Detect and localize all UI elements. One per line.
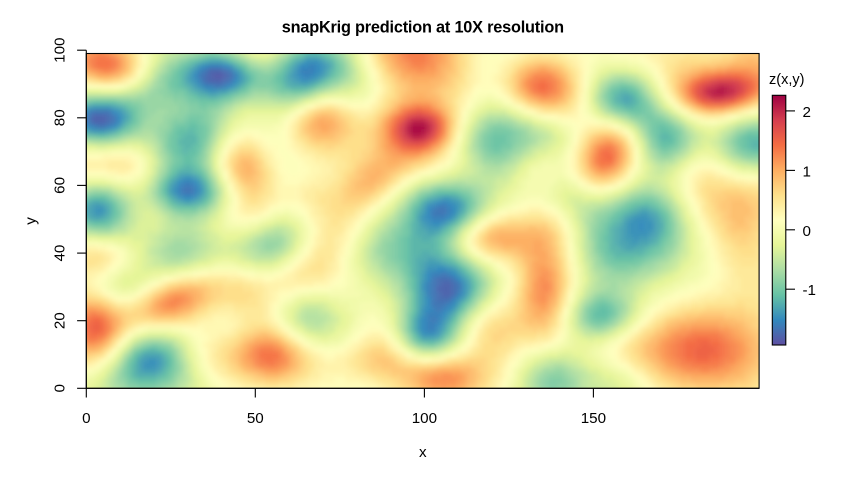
- svg-text:0: 0: [82, 410, 90, 427]
- svg-text:60: 60: [52, 177, 69, 194]
- svg-text:0: 0: [803, 223, 811, 240]
- svg-text:100: 100: [412, 410, 437, 427]
- svg-text:80: 80: [52, 109, 69, 126]
- svg-text:z(x,y): z(x,y): [769, 72, 804, 88]
- svg-text:40: 40: [52, 245, 69, 262]
- svg-text:100: 100: [52, 38, 69, 63]
- svg-text:-1: -1: [803, 282, 817, 299]
- svg-text:1: 1: [803, 163, 811, 180]
- svg-text:x: x: [419, 444, 427, 461]
- svg-text:snapKrig prediction at 10X res: snapKrig prediction at 10X resolution: [282, 19, 564, 37]
- svg-text:y: y: [23, 217, 40, 225]
- svg-text:2: 2: [803, 104, 811, 121]
- svg-text:0: 0: [52, 384, 69, 392]
- svg-text:150: 150: [581, 410, 606, 427]
- svg-text:20: 20: [52, 312, 69, 329]
- svg-text:50: 50: [247, 410, 264, 427]
